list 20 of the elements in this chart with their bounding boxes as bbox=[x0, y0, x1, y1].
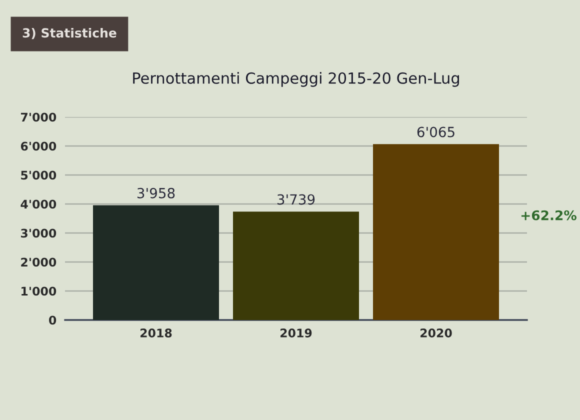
x-tick-label: 2019 bbox=[280, 328, 312, 338]
bar bbox=[93, 205, 219, 320]
text: 3) Statistiche bbox=[22, 28, 116, 40]
bar bbox=[373, 144, 499, 320]
x-tick-label: 2018 bbox=[140, 328, 172, 338]
y-tick-label: 0 bbox=[49, 316, 56, 325]
y-tick-label: 7'000 bbox=[20, 112, 56, 122]
annotation: +62.2% bbox=[521, 210, 576, 220]
y-tick-label: 1'000 bbox=[22, 286, 56, 296]
bar bbox=[233, 212, 359, 320]
y-tick-label: 6'000 bbox=[20, 142, 56, 151]
y-tick-label: 3'000 bbox=[20, 228, 56, 238]
data-label: 3'958 bbox=[137, 188, 175, 198]
data-label: 6'065 bbox=[417, 126, 454, 138]
chart-title: Pernottamenti Campeggi 2015-20 Gen-Lug bbox=[133, 72, 459, 87]
y-tick-label: 5'000 bbox=[21, 170, 56, 180]
data-label: 3'739 bbox=[277, 194, 315, 205]
x-tick-label: 2020 bbox=[420, 328, 452, 338]
y-tick-label: 4'000 bbox=[20, 200, 56, 209]
y-tick-label: 2'000 bbox=[21, 258, 56, 267]
